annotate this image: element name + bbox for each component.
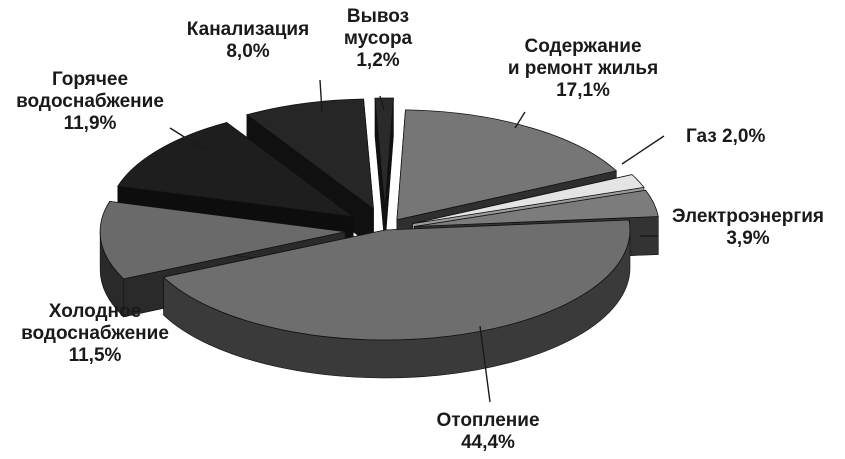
slice-label: Канализация 8,0% bbox=[187, 19, 309, 62]
slice-label: Содержание и ремонт жилья 17,1% bbox=[508, 36, 658, 101]
slice-top bbox=[396, 109, 618, 221]
slice-label: Электроэнергия 3,9% bbox=[672, 206, 824, 249]
leader-lines bbox=[169, 79, 665, 403]
slice-top bbox=[99, 200, 346, 280]
slice-labels: Содержание и ремонт жилья 17,1% Газ 2,0% Эле… bbox=[16, 6, 824, 453]
slice-label-line: водоснабжение bbox=[16, 91, 164, 112]
slice-label-line: Содержание bbox=[524, 36, 641, 57]
slice-label-line: Отопление bbox=[436, 410, 539, 431]
leader-line bbox=[169, 127, 206, 151]
leader-line bbox=[379, 95, 385, 111]
slice-label-line: мусора bbox=[344, 28, 413, 49]
slice-label: Холодное водоснабжение 11,5% bbox=[21, 301, 169, 366]
slice-top bbox=[162, 219, 631, 341]
pie-slice bbox=[374, 97, 394, 247]
slice-label-line: 17,1% bbox=[556, 80, 610, 101]
pie-slices bbox=[99, 97, 659, 379]
slice-top bbox=[245, 98, 374, 210]
slice-label-line: Газ 2,0% bbox=[686, 126, 765, 147]
slice-label-line: Вывоз bbox=[347, 6, 409, 27]
slice-top bbox=[117, 122, 355, 218]
slice-label-line: 8,0% bbox=[226, 41, 269, 62]
slice-label: Вывоз мусора 1,2% bbox=[344, 6, 413, 71]
slice-top bbox=[412, 174, 645, 224]
slice-label: Газ 2,0% bbox=[686, 126, 765, 147]
leader-line bbox=[621, 135, 665, 165]
slice-label: Горячее водоснабжение 11,9% bbox=[16, 69, 164, 134]
leader-line bbox=[479, 325, 491, 403]
slice-label-line: 11,9% bbox=[64, 113, 117, 134]
slice-label-line: Холодное bbox=[49, 301, 141, 322]
slice-label-line: водоснабжение bbox=[21, 323, 169, 344]
slice-top bbox=[414, 189, 659, 227]
leader-line bbox=[319, 79, 323, 113]
slice-label-line: 11,5% bbox=[69, 345, 122, 366]
slice-label: Отопление 44,4% bbox=[436, 410, 539, 453]
pie-slice bbox=[117, 121, 355, 256]
slice-label-line: 3,9% bbox=[726, 228, 769, 249]
slice-label-line: 1,2% bbox=[356, 50, 399, 71]
slice-label-line: Электроэнергия bbox=[672, 206, 824, 227]
leader-line bbox=[514, 111, 526, 129]
slice-top bbox=[374, 97, 394, 209]
slice-label-line: Горячее bbox=[52, 69, 128, 90]
slice-label-line: Канализация bbox=[187, 19, 309, 40]
slice-label-line: и ремонт жилья bbox=[508, 58, 658, 79]
pie-slice bbox=[162, 219, 631, 379]
slice-label-line: 44,4% bbox=[461, 432, 515, 453]
